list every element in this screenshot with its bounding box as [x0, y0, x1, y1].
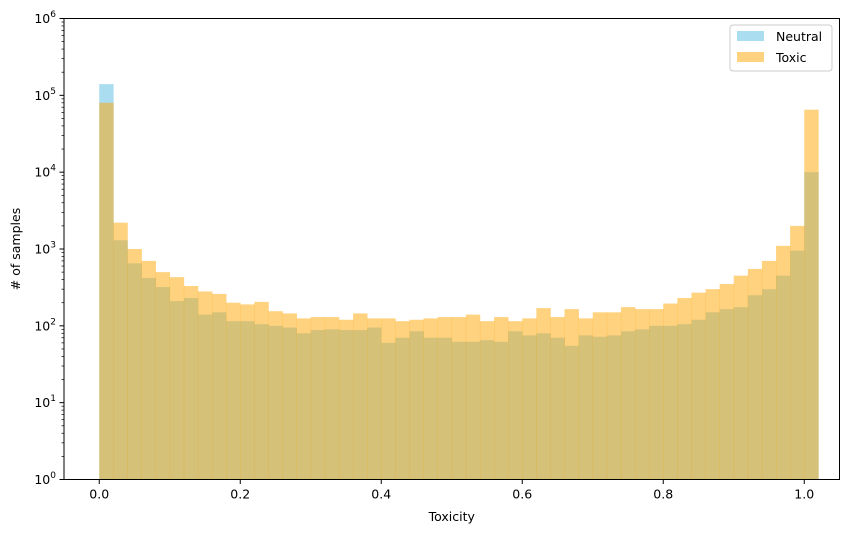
y-tick-label: 102 [34, 317, 56, 333]
bar-toxic [508, 321, 523, 480]
bar-toxic [451, 317, 467, 480]
x-axis-title: Toxicity [428, 509, 476, 524]
bar-toxic [649, 309, 664, 480]
bar-toxic [367, 318, 382, 480]
bar-toxic [663, 303, 678, 480]
y-tick-label: 100 [34, 471, 56, 487]
bar-toxic [465, 314, 481, 480]
bar-toxic [296, 318, 312, 480]
series-toxic [99, 102, 819, 480]
x-tick-label: 0.0 [89, 487, 109, 502]
bar-toxic [183, 285, 199, 480]
y-axis: 100 101 102 103 104 105 106 [34, 10, 64, 487]
legend-swatch-toxic [737, 52, 764, 62]
x-tick-label: 0.6 [512, 487, 532, 502]
bar-toxic [353, 313, 368, 480]
bar-toxic [113, 222, 128, 480]
bar-toxic [747, 268, 763, 480]
y-tick-label: 106 [34, 10, 56, 26]
bar-toxic [381, 318, 396, 480]
legend-label-toxic: Toxic [775, 50, 807, 65]
bar-toxic [705, 289, 720, 480]
bar-toxic [479, 321, 495, 480]
bar-toxic [522, 318, 537, 480]
bar-toxic [99, 102, 114, 480]
bar-toxic [338, 319, 354, 480]
y-tick-label: 103 [34, 241, 56, 257]
bar-toxic [212, 293, 227, 480]
x-tick-label: 0.2 [230, 487, 250, 502]
legend-swatch-neutral [737, 31, 764, 41]
legend-label-neutral: Neutral [776, 29, 822, 44]
bar-toxic [197, 291, 213, 480]
bar-toxic [536, 308, 551, 480]
x-axis: 0.0 0.2 0.4 0.6 0.8 1.0 [89, 479, 814, 502]
bar-toxic [606, 312, 622, 480]
bar-toxic [578, 318, 594, 480]
bar-toxic [226, 302, 241, 480]
bar-toxic [761, 260, 777, 480]
bar-toxic [437, 317, 453, 480]
y-tick-label: 104 [34, 164, 56, 180]
bar-toxic [282, 313, 297, 480]
bars-layer [99, 84, 819, 480]
bar-toxic [733, 275, 749, 480]
bar-toxic [564, 309, 579, 480]
bar-toxic [804, 109, 819, 480]
bar-toxic [254, 301, 269, 480]
bar-toxic [240, 304, 255, 480]
y-tick-label: 105 [34, 87, 56, 103]
bar-toxic [776, 245, 791, 480]
bar-toxic [268, 311, 283, 480]
bar-toxic [141, 260, 156, 480]
y-tick-label: 101 [34, 394, 56, 410]
bar-toxic [620, 307, 636, 480]
bar-toxic [423, 318, 438, 480]
bar-toxic [677, 298, 692, 480]
bar-toxic [127, 249, 142, 480]
y-axis-title: # of samples [8, 208, 23, 290]
bar-toxic [635, 309, 650, 480]
legend: Neutral Toxic [729, 24, 833, 72]
x-tick-label: 0.8 [653, 487, 673, 502]
bar-toxic [592, 312, 608, 480]
bar-toxic [550, 317, 565, 480]
bar-toxic [155, 272, 171, 480]
bar-toxic [395, 321, 410, 480]
bar-toxic [494, 317, 509, 480]
x-tick-label: 1.0 [794, 487, 814, 502]
bar-toxic [790, 225, 805, 480]
bar-toxic [324, 317, 340, 480]
bar-toxic [169, 277, 185, 480]
x-tick-label: 0.4 [371, 487, 391, 502]
bar-toxic [719, 284, 735, 480]
bar-toxic [691, 292, 706, 480]
bar-toxic [409, 319, 424, 480]
bar-toxic [310, 317, 326, 480]
